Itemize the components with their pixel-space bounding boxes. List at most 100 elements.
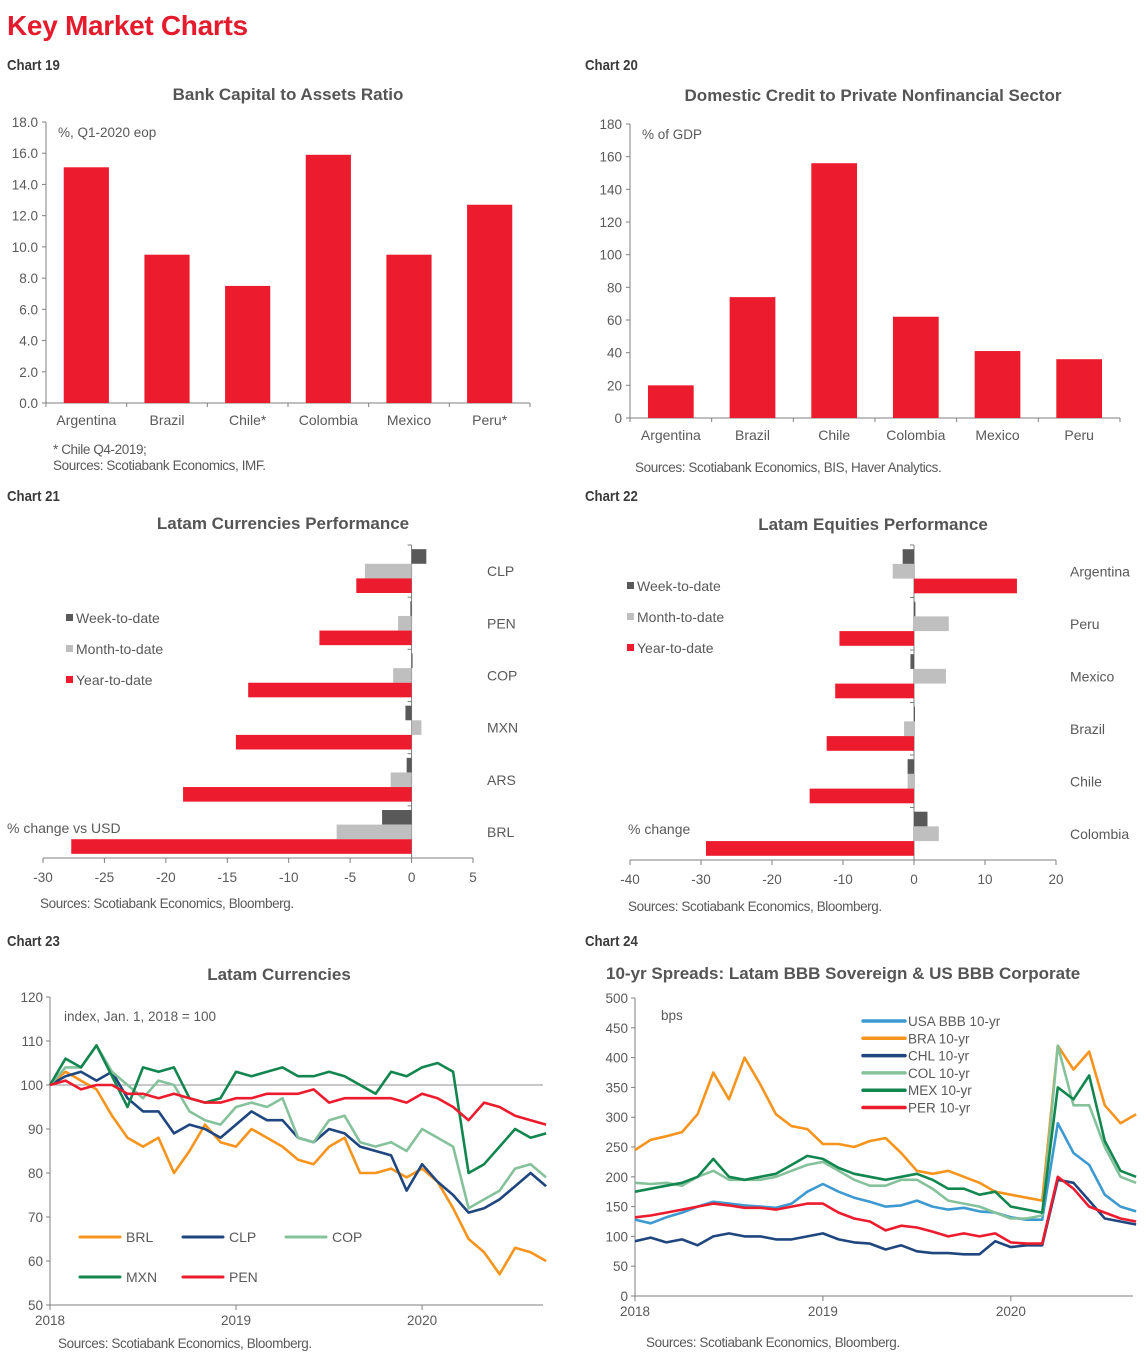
legend-swatch <box>627 644 634 651</box>
y-tick-label: 400 <box>605 1051 628 1066</box>
chart-21-sources: Sources: Scotiabank Economics, Bloomberg… <box>40 896 294 911</box>
legend-label: Month-to-date <box>637 609 724 625</box>
x-tick-label: -30 <box>691 872 711 887</box>
bar-mexico <box>386 254 432 403</box>
chart-22-title: Latam Equities Performance <box>758 515 988 534</box>
bar-argentina-yeartodate <box>914 578 1017 594</box>
series-line-brl <box>634 1044 1137 1202</box>
category-label: Argentina <box>1070 563 1130 579</box>
bar-mxn-weektodate <box>405 705 412 721</box>
chart-24-sources: Sources: Scotiabank Economics, Bloomberg… <box>646 1335 900 1350</box>
x-tick-label: Brazil <box>735 427 770 443</box>
x-tick-label: 2020 <box>407 1313 437 1328</box>
y-tick-label: 10.0 <box>12 240 38 255</box>
legend-label: COP <box>332 1229 362 1245</box>
chart-23-label: Chart 23 <box>7 933 60 950</box>
legend-swatch <box>66 676 73 683</box>
chart-20-label: Chart 20 <box>585 57 638 74</box>
unit-note: bps <box>661 1008 683 1023</box>
chart-21-label: Chart 21 <box>7 488 60 505</box>
y-tick-label: 50 <box>28 1298 43 1313</box>
chart-19-label: Chart 19 <box>7 57 60 74</box>
legend-label: BRA 10-yr <box>908 1031 970 1046</box>
y-tick-label: 250 <box>605 1140 628 1155</box>
legend-label: Week-to-date <box>76 610 160 626</box>
unit-note: % change vs USD <box>7 820 121 836</box>
bar-peru <box>467 204 513 403</box>
chart-23-sources: Sources: Scotiabank Economics, Bloomberg… <box>58 1336 312 1351</box>
y-tick-label: 90 <box>28 1122 43 1137</box>
series-line-mxn <box>634 1074 1137 1214</box>
bar-peru <box>1056 359 1103 418</box>
category-label: CLP <box>487 563 514 579</box>
y-tick-label: 140 <box>599 182 622 197</box>
y-tick-label: 110 <box>21 1034 43 1049</box>
legend-swatch <box>66 645 73 652</box>
y-tick-label: 100 <box>599 248 622 263</box>
y-tick-label: 100 <box>20 1078 43 1093</box>
y-tick-label: 14.0 <box>12 177 38 192</box>
bar-ars-weektodate <box>406 757 412 773</box>
y-tick-label: 500 <box>605 991 628 1006</box>
series-line-cop <box>49 1044 547 1210</box>
bar-pen-yeartodate <box>319 630 412 646</box>
series-line-clp <box>634 1178 1137 1256</box>
x-tick-label: -5 <box>344 870 356 885</box>
series-line-cop <box>634 1044 1137 1220</box>
y-tick-label: 18.0 <box>12 115 38 130</box>
category-label: Colombia <box>1070 826 1129 842</box>
chart-24-title: 10-yr Spreads: Latam BBB Sovereign & US … <box>606 964 1081 983</box>
x-tick-label: Colombia <box>886 427 945 443</box>
legend-label: MEX 10-yr <box>908 1083 972 1098</box>
x-tick-label: -10 <box>279 870 299 885</box>
chart-24-label: Chart 24 <box>585 933 638 950</box>
y-tick-label: 200 <box>605 1170 628 1185</box>
chart-23-plot: 50 60 70 80 90 100 110 120 2018 2019 2020 index, Ja… <box>20 990 547 1328</box>
chart-22-sources: Sources: Scotiabank Economics, Bloomberg… <box>628 899 882 914</box>
y-tick-label: 2.0 <box>19 365 38 380</box>
y-tick-label: 8.0 <box>19 271 38 286</box>
y-tick-label: 450 <box>605 1021 628 1036</box>
x-tick-label: 0 <box>910 872 918 887</box>
series-line-pen <box>634 1175 1137 1245</box>
legend-label: CHL 10-yr <box>908 1049 970 1064</box>
category-label: PEN <box>487 615 516 631</box>
x-tick-label: Brazil <box>149 412 184 428</box>
category-label: BRL <box>487 824 514 840</box>
y-tick-label: 0 <box>614 411 622 426</box>
legend-label: Month-to-date <box>76 641 163 657</box>
y-tick-label: 80 <box>607 280 622 295</box>
x-tick-label: 2019 <box>221 1313 251 1328</box>
legend-label: BRL <box>126 1229 153 1245</box>
y-tick-label: 0.0 <box>19 396 38 411</box>
bar-mxn-monthtodate <box>411 720 422 735</box>
y-tick-label: 80 <box>28 1166 43 1181</box>
category-label: ARS <box>487 772 516 788</box>
series-line-mxn <box>48 1044 547 1175</box>
bar-argentina-monthtodate <box>892 563 914 579</box>
bar-brazil <box>144 254 190 403</box>
x-tick-label: 2018 <box>620 1304 650 1319</box>
y-tick-label: 60 <box>28 1254 43 1269</box>
legend-label: Week-to-date <box>637 578 721 594</box>
bar-mexico-monthtodate <box>914 668 946 684</box>
bar-colombia <box>305 154 351 403</box>
x-tick-label: -25 <box>95 870 115 885</box>
y-tick-label: 40 <box>607 346 622 361</box>
chart-22-label: Chart 22 <box>585 488 638 505</box>
x-tick-label: Argentina <box>56 412 116 428</box>
bar-ars-yeartodate <box>183 787 412 802</box>
legend-label: CLP <box>229 1229 256 1245</box>
legend-swatch <box>627 613 634 620</box>
bar-chile <box>811 163 858 418</box>
chart-19-title: Bank Capital to Assets Ratio <box>172 85 404 104</box>
y-tick-label: 120 <box>599 215 622 230</box>
x-tick-label: 2018 <box>35 1313 65 1328</box>
bar-peru-monthtodate <box>914 616 949 632</box>
bar-clp-weektodate <box>411 549 427 564</box>
chart-19-plot: 0.0 2.0 4.0 6.0 8.0 10.0 12.0 14.0 16.0 18.0 Argen… <box>12 115 531 428</box>
bar-cop-monthtodate <box>393 668 412 683</box>
bar-brl-monthtodate <box>336 824 412 840</box>
series-line-brl <box>49 1070 547 1276</box>
bar-pen-monthtodate <box>398 615 412 631</box>
